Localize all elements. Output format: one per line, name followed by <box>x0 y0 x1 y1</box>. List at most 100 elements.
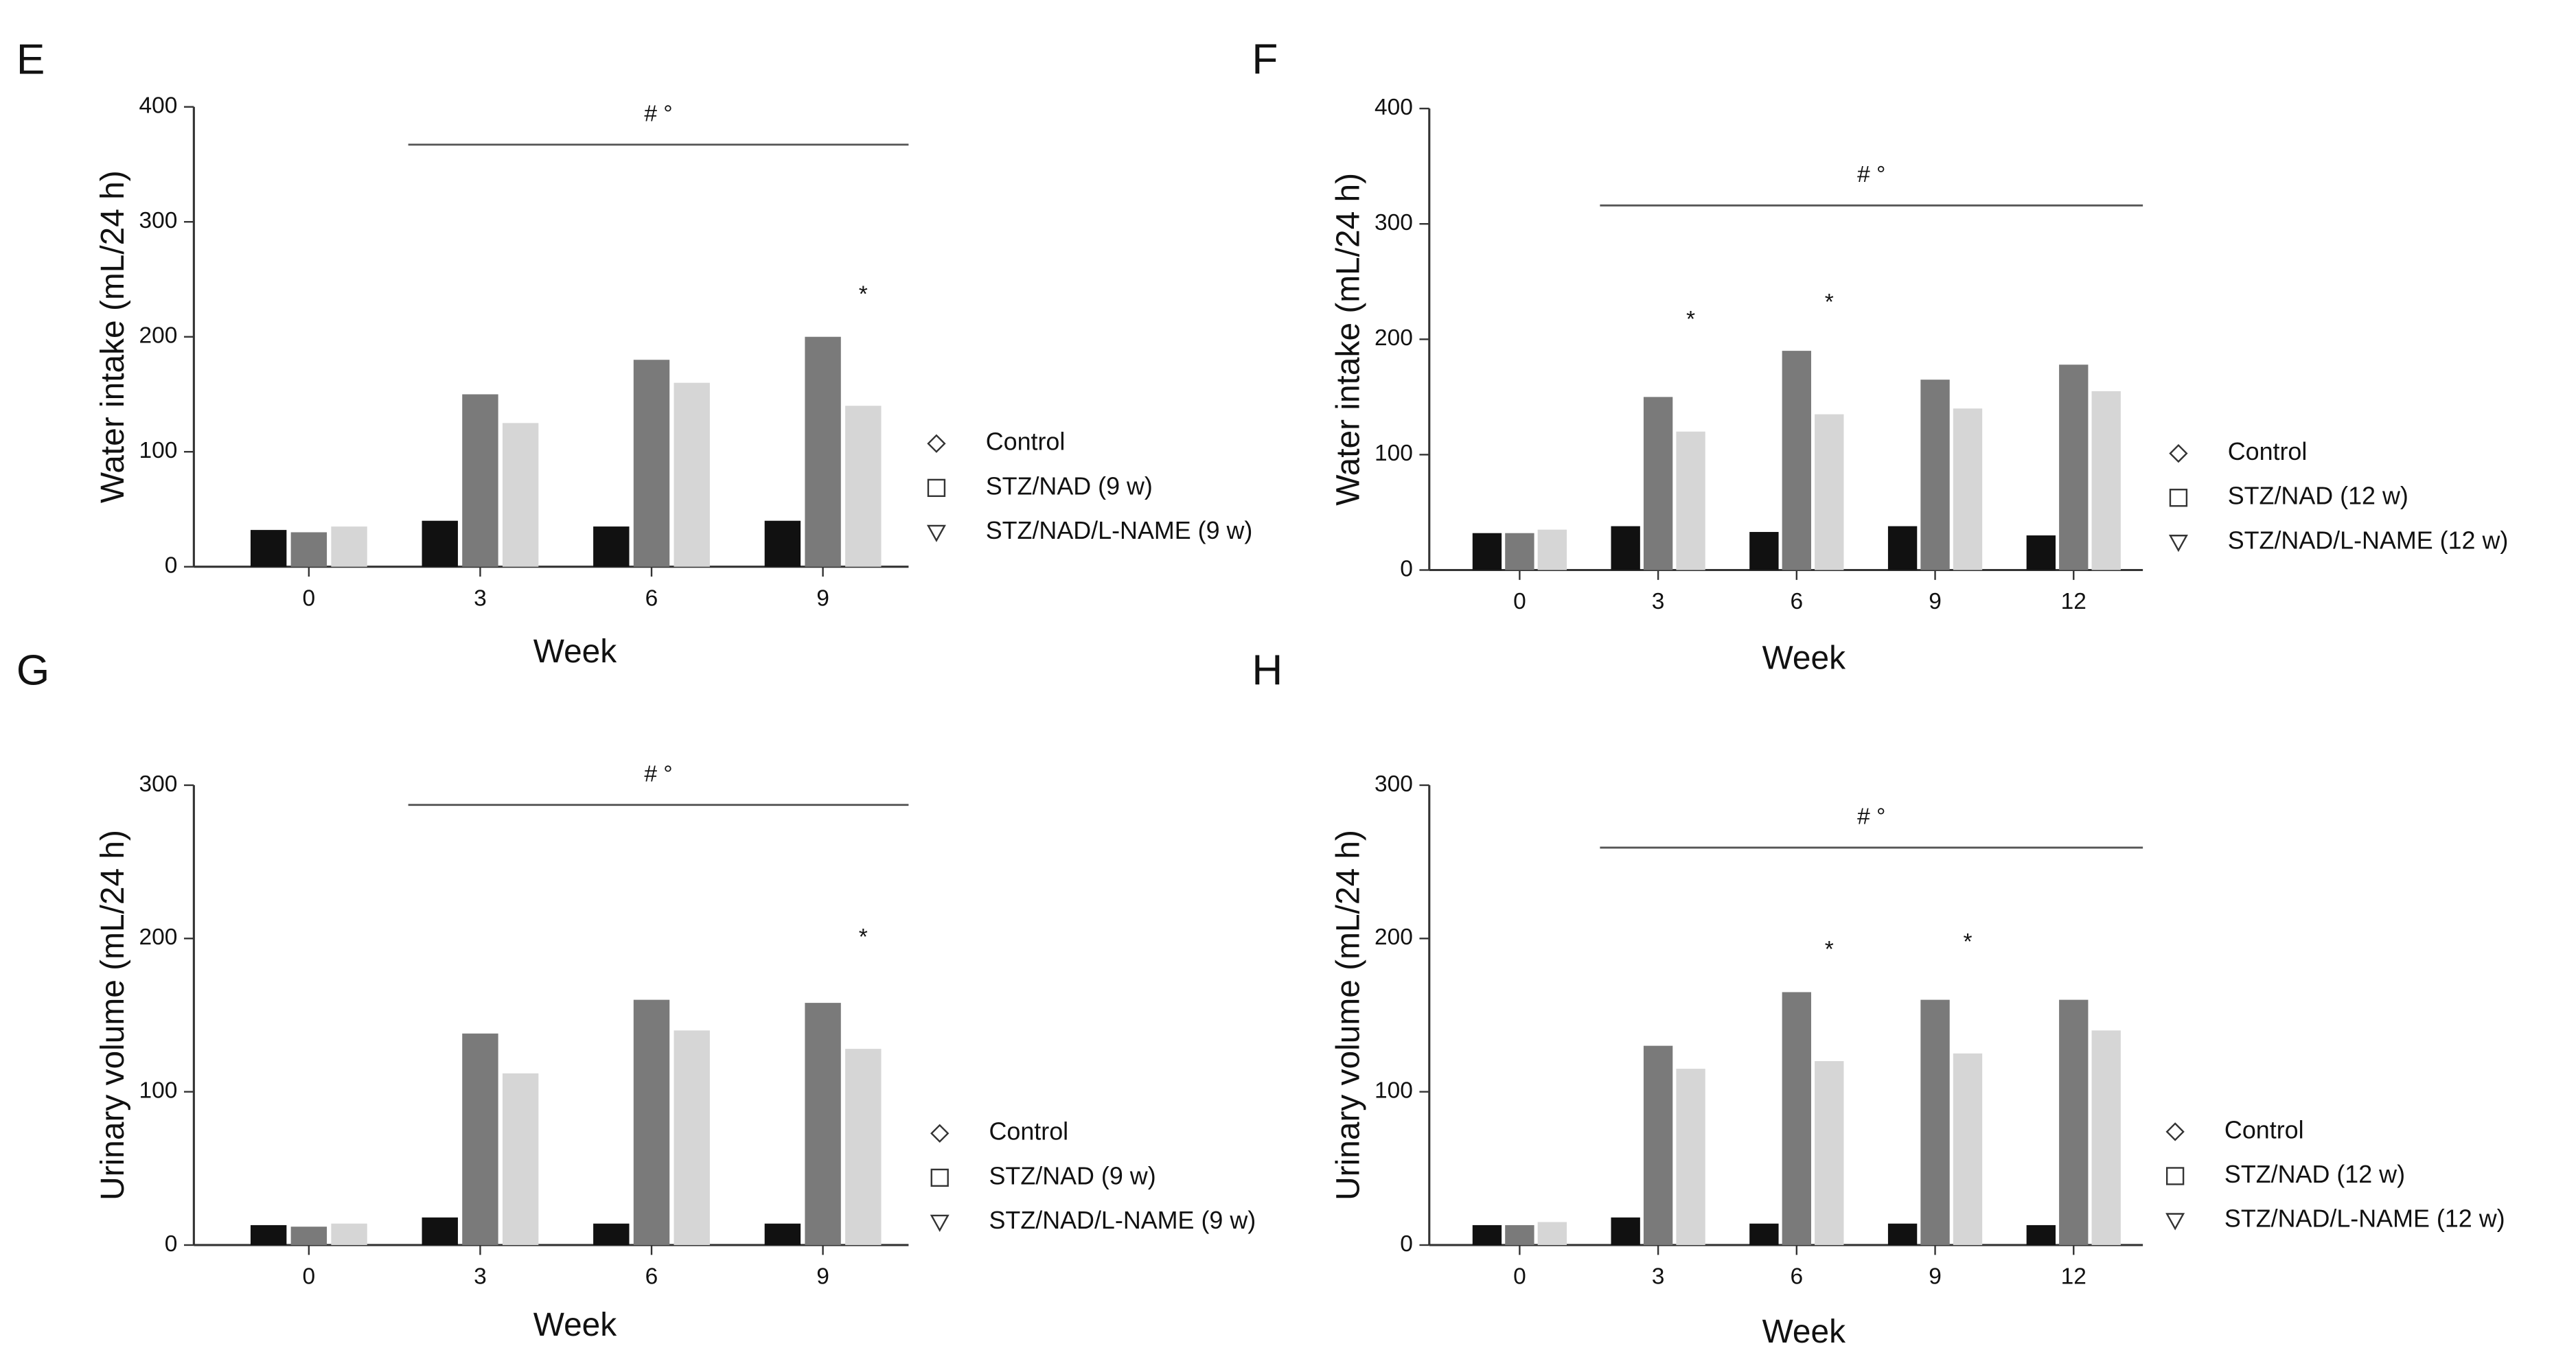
bar <box>502 423 539 567</box>
y-tick-label: 300 <box>1375 210 1413 235</box>
x-tick-label: 12 <box>2061 1264 2086 1290</box>
x-tick-label: 6 <box>645 585 658 611</box>
y-tick-label: 0 <box>165 553 178 579</box>
y-axis-title: Urinary volume (mL/24 h) <box>1331 830 1367 1200</box>
y-tick-label: 200 <box>1375 925 1413 950</box>
bar <box>633 360 670 567</box>
legend-label: STZ/NAD/L-NAME (12 w) <box>2224 1205 2505 1233</box>
legend-label: STZ/NAD/L-NAME (9 w) <box>986 517 1253 544</box>
bar <box>593 526 630 567</box>
bar <box>331 526 367 567</box>
legend-label: STZ/NAD (12 w) <box>2224 1161 2405 1188</box>
x-tick-label: 9 <box>1929 1264 1942 1290</box>
bar <box>845 406 882 567</box>
legend-label: Control <box>986 428 1066 456</box>
bar <box>1953 1053 1983 1245</box>
bar <box>1920 999 1950 1245</box>
annotation: * <box>1825 937 1834 962</box>
annotation: * <box>859 925 868 950</box>
bar <box>1611 526 1640 570</box>
y-tick-label: 400 <box>1375 95 1413 120</box>
bar <box>1815 1060 1844 1245</box>
legend-marker <box>2168 535 2188 553</box>
legend-label: STZ/NAD (9 w) <box>986 472 1153 500</box>
x-tick-label: 9 <box>816 1264 829 1290</box>
legend-marker <box>2169 443 2188 463</box>
bar <box>290 1227 327 1245</box>
legend-marker <box>930 1168 949 1187</box>
bar <box>2026 1224 2056 1245</box>
legend-marker <box>2165 1213 2185 1231</box>
bar <box>1749 532 1779 570</box>
bar <box>502 1073 539 1245</box>
y-axis-title: Water intake (mL/24 h) <box>95 170 131 503</box>
bar <box>422 1217 458 1245</box>
bar <box>1537 1222 1567 1245</box>
bar <box>250 530 287 567</box>
y-axis-title: Water intake (mL/24 h) <box>1331 173 1367 506</box>
bar <box>1643 1045 1673 1245</box>
bar <box>764 520 801 567</box>
bar <box>1782 992 1812 1245</box>
legend-label: STZ/NAD (12 w) <box>2228 483 2408 510</box>
bar <box>1887 526 1918 570</box>
bar <box>674 1030 710 1245</box>
bar <box>290 532 327 567</box>
x-tick-label: 6 <box>645 1264 658 1290</box>
bar <box>674 382 710 567</box>
bar <box>1676 431 1705 570</box>
legend-label: Control <box>2228 438 2308 465</box>
bar <box>1505 1224 1534 1245</box>
y-tick-label: 100 <box>139 1078 178 1103</box>
bar <box>633 999 670 1245</box>
chart-panel: G 0 100 200 300 0 3 6 9 Week Urinary volume (mL/24… <box>16 647 1256 1344</box>
legend-marker <box>926 524 946 542</box>
y-tick-label: 0 <box>1400 556 1413 581</box>
bar <box>462 394 498 567</box>
significance-label: # ° <box>644 761 672 787</box>
bar <box>1505 533 1534 570</box>
legend-label: Control <box>2224 1116 2304 1143</box>
bar <box>593 1223 630 1245</box>
x-tick-label: 6 <box>1791 589 1804 614</box>
annotation: * <box>859 281 868 307</box>
chart-panel: F 0 100 200 300 400 0 3 6 9 12 Week Water intake (mL… <box>1252 36 2508 677</box>
bar <box>1920 380 1950 570</box>
x-tick-label: 0 <box>303 585 316 611</box>
chart-panel: E 0 100 200 300 400 0 3 6 9 Week Water intake (mL/2… <box>16 36 1252 671</box>
bar <box>2091 391 2121 570</box>
panel-label: H <box>1252 647 1283 695</box>
y-tick-label: 100 <box>139 438 178 463</box>
y-tick-label: 200 <box>1375 325 1413 351</box>
bar <box>1472 533 1502 570</box>
legend-marker <box>2165 1122 2185 1141</box>
y-tick-label: 200 <box>139 323 178 349</box>
significance-label: # ° <box>1857 162 1885 187</box>
x-tick-label: 0 <box>1513 589 1526 614</box>
x-tick-label: 3 <box>1652 589 1665 614</box>
bar <box>805 1003 841 1245</box>
x-axis-title: Week <box>533 634 617 670</box>
annotation: * <box>1825 290 1834 315</box>
x-axis-title: Week <box>533 1307 617 1343</box>
significance-label: # ° <box>1857 804 1885 830</box>
bar <box>1611 1217 1640 1245</box>
y-tick-label: 200 <box>139 925 178 950</box>
bar <box>845 1049 882 1245</box>
x-tick-label: 6 <box>1791 1264 1804 1290</box>
bar <box>2059 999 2089 1245</box>
bar <box>331 1223 367 1245</box>
bar <box>764 1223 801 1245</box>
y-tick-label: 300 <box>1375 771 1413 797</box>
panel-label: F <box>1252 36 1278 84</box>
x-tick-label: 3 <box>1652 1264 1665 1290</box>
bar <box>462 1033 498 1245</box>
bar <box>1887 1223 1918 1245</box>
annotation: * <box>1963 929 1972 955</box>
y-tick-label: 100 <box>1375 1078 1413 1103</box>
legend-marker <box>927 478 946 498</box>
bar <box>1643 397 1673 570</box>
bar <box>1537 529 1567 570</box>
y-tick-label: 400 <box>139 93 178 119</box>
